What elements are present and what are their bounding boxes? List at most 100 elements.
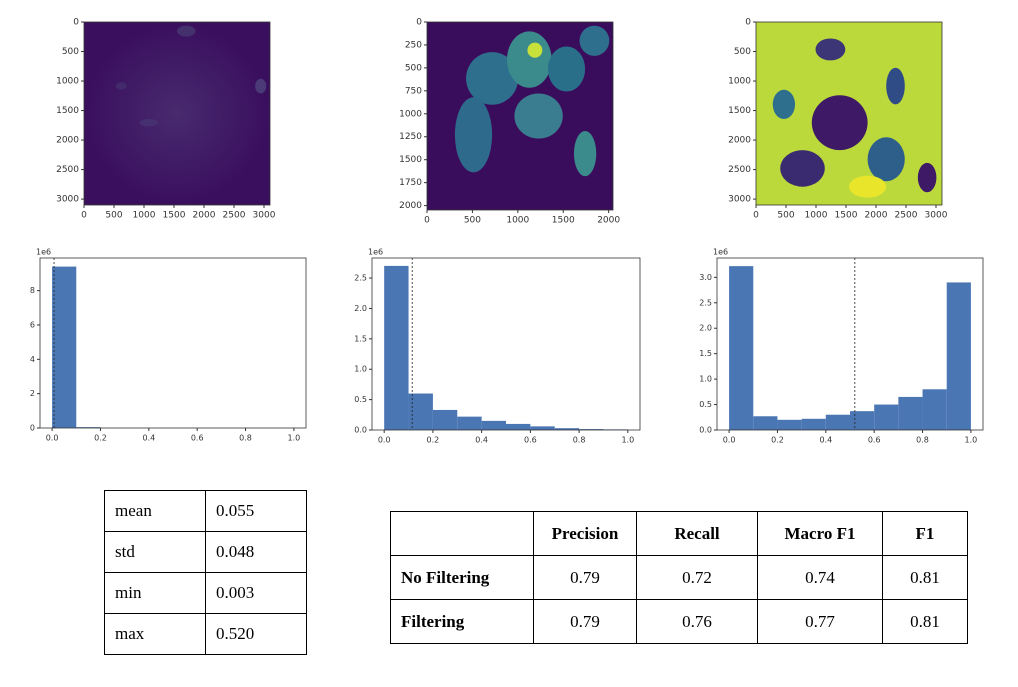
x-tick-label: 0.8 bbox=[239, 434, 252, 443]
cell bbox=[772, 89, 796, 119]
y-tick-label: 2.5 bbox=[354, 274, 367, 283]
cell: 0.74 bbox=[757, 555, 883, 600]
cell bbox=[390, 511, 534, 556]
bar bbox=[874, 404, 899, 430]
cell: 0.81 bbox=[882, 555, 968, 600]
y-tick-label: 1500 bbox=[728, 106, 751, 116]
x-tick-label: 2000 bbox=[865, 211, 888, 221]
x-tick-label: 0.4 bbox=[475, 436, 488, 445]
x-tick-label: 3000 bbox=[925, 211, 948, 221]
y-tick-label: 500 bbox=[405, 63, 422, 73]
y-tick-label: 2500 bbox=[728, 165, 751, 175]
y-tick-label: 1000 bbox=[728, 77, 751, 87]
y-tick-label: 2.0 bbox=[699, 324, 712, 333]
x-tick-label: 0.8 bbox=[916, 436, 929, 445]
offset-label: 1e6 bbox=[713, 248, 728, 257]
y-tick-label: 4 bbox=[30, 355, 35, 364]
axes-frame bbox=[371, 257, 641, 431]
bar bbox=[384, 265, 409, 430]
bar bbox=[579, 429, 604, 430]
row-header: No Filtering bbox=[390, 555, 534, 600]
y-tick-label: 500 bbox=[734, 47, 751, 57]
x-tick-label: 0.6 bbox=[191, 434, 204, 443]
x-tick-label: 0.2 bbox=[427, 436, 440, 445]
cell bbox=[514, 93, 563, 139]
cell: min bbox=[104, 572, 206, 614]
row: std 0.048 bbox=[104, 531, 307, 573]
y-tick-label: 2000 bbox=[728, 136, 751, 146]
row: max 0.520 bbox=[104, 613, 307, 655]
y-tick-label: 1.0 bbox=[354, 365, 367, 374]
y-tick-label: 0 bbox=[416, 18, 422, 28]
y-tick-label: 1.5 bbox=[699, 349, 712, 358]
y-tick-label: 2500 bbox=[56, 165, 79, 175]
cell bbox=[573, 131, 597, 177]
cell bbox=[139, 118, 159, 127]
x-tick-label: 0.6 bbox=[868, 436, 881, 445]
y-tick-label: 3.0 bbox=[699, 273, 712, 282]
header-cell: Recall bbox=[636, 511, 758, 556]
x-tick-label: 2000 bbox=[597, 216, 620, 226]
y-tick-label: 8 bbox=[30, 286, 35, 295]
cell: 0.055 bbox=[205, 490, 307, 532]
x-tick-label: 1000 bbox=[805, 211, 828, 221]
axes-frame bbox=[716, 257, 984, 431]
bar bbox=[850, 411, 875, 430]
y-tick-label: 6 bbox=[30, 320, 35, 329]
bar bbox=[946, 282, 971, 430]
bar bbox=[554, 428, 580, 430]
y-tick-label: 0.5 bbox=[699, 400, 712, 409]
y-tick-label: 2.0 bbox=[354, 304, 367, 313]
x-tick-label: 0.0 bbox=[723, 436, 736, 445]
cell bbox=[780, 150, 825, 187]
x-tick-label: 0.4 bbox=[142, 434, 155, 443]
bar bbox=[432, 409, 458, 430]
cell bbox=[454, 97, 493, 173]
y-tick-label: 3000 bbox=[56, 195, 79, 205]
y-tick-label: 0.5 bbox=[354, 395, 367, 404]
offset-label: 1e6 bbox=[36, 248, 51, 257]
y-tick-label: 0.0 bbox=[699, 426, 712, 435]
header-cell: F1 bbox=[882, 511, 968, 556]
y-tick-label: 0 bbox=[30, 424, 35, 433]
cell bbox=[255, 78, 267, 94]
bar bbox=[777, 419, 802, 430]
bar bbox=[729, 266, 754, 430]
x-tick-label: 500 bbox=[777, 211, 794, 221]
bar bbox=[801, 418, 826, 430]
cell bbox=[466, 52, 519, 105]
offset-label: 1e6 bbox=[368, 248, 383, 257]
header-cell: Macro F1 bbox=[757, 511, 883, 556]
y-tick-label: 250 bbox=[405, 40, 422, 50]
x-tick-label: 1.0 bbox=[965, 436, 978, 445]
stats-table: mean 0.055 std 0.048 min 0.003 max 0.520 bbox=[104, 490, 307, 655]
cell bbox=[527, 42, 543, 58]
cell: max bbox=[104, 613, 206, 655]
cell: 0.81 bbox=[882, 599, 968, 644]
cell bbox=[115, 82, 127, 90]
x-tick-label: 0.2 bbox=[94, 434, 107, 443]
y-tick-label: 2.5 bbox=[699, 298, 712, 307]
x-tick-label: 1500 bbox=[835, 211, 858, 221]
axes-frame bbox=[83, 21, 271, 206]
x-tick-label: 0.8 bbox=[573, 436, 586, 445]
cell: std bbox=[104, 531, 206, 573]
x-tick-label: 1000 bbox=[133, 211, 156, 221]
y-tick-label: 0.0 bbox=[354, 426, 367, 435]
cell bbox=[886, 67, 905, 105]
cell: 0.048 bbox=[205, 531, 307, 573]
y-tick-label: 1750 bbox=[399, 178, 422, 188]
x-tick-label: 1000 bbox=[506, 216, 529, 226]
cell bbox=[815, 38, 846, 61]
bar bbox=[76, 427, 101, 428]
bar bbox=[530, 426, 555, 430]
y-tick-label: 500 bbox=[62, 47, 79, 57]
x-tick-label: 3000 bbox=[253, 211, 276, 221]
row: No Filtering 0.79 0.72 0.74 0.81 bbox=[390, 555, 968, 600]
bar bbox=[481, 420, 506, 430]
row-header: Filtering bbox=[390, 599, 534, 644]
x-tick-label: 2000 bbox=[193, 211, 216, 221]
cell: mean bbox=[104, 490, 206, 532]
cell bbox=[849, 175, 887, 198]
